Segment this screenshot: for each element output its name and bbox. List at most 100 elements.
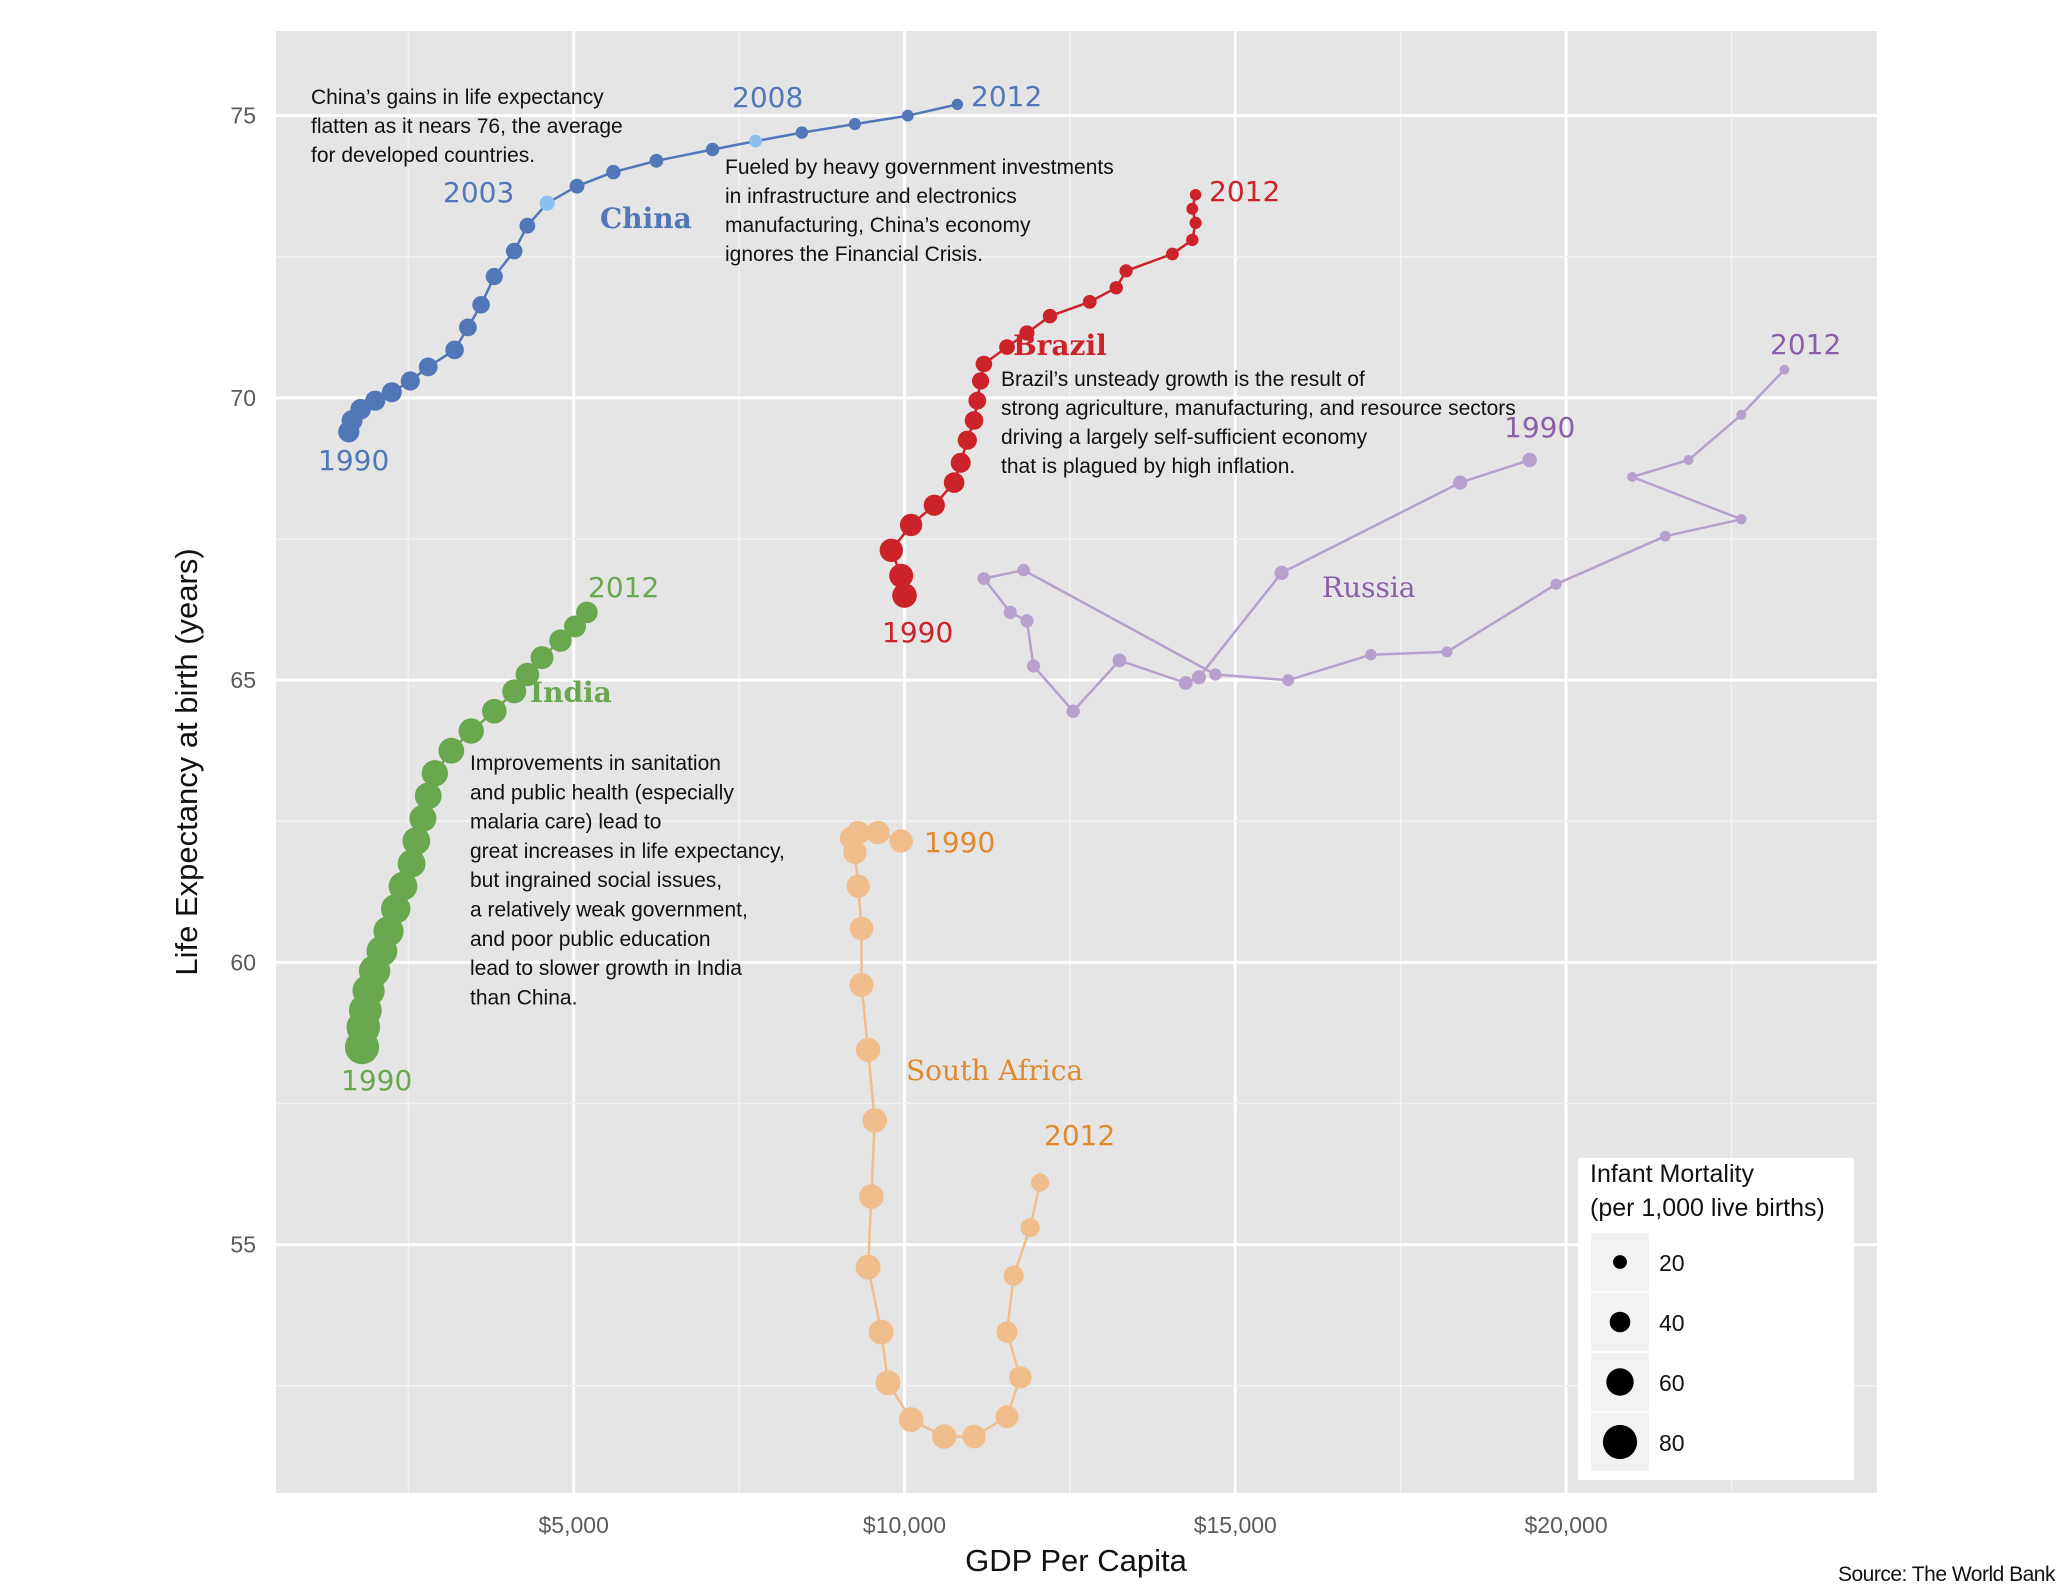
data-point: [996, 1321, 1018, 1343]
india-annotation-line: and public health (especially: [470, 781, 734, 804]
india-annotation-line: lead to slower growth in India: [470, 957, 742, 980]
data-point: [397, 849, 426, 878]
data-point: [402, 827, 431, 855]
data-point: [1109, 281, 1123, 295]
data-point: [977, 572, 991, 585]
year-label: 2012: [971, 80, 1042, 113]
y-tick-label: 75: [230, 103, 256, 129]
brazil-annotation-line: that is plagued by high inflation.: [1001, 455, 1295, 478]
data-point: [414, 782, 442, 810]
data-point: [1019, 325, 1035, 341]
data-point: [951, 98, 964, 111]
y-tick-label: 70: [230, 385, 256, 411]
y-axis-title: Life Expectancy at birth (years): [169, 548, 204, 975]
x-axis-title: GDP Per Capita: [965, 1543, 1187, 1578]
data-point: [502, 679, 527, 704]
year-label: 1990: [318, 444, 389, 477]
annotations: China’s gains in life expectancy flatten …: [311, 86, 1516, 1009]
data-point: [749, 134, 762, 148]
india-annotation-line: than China.: [470, 986, 577, 1009]
data-point: [892, 583, 917, 608]
series-layer: [338, 98, 1790, 1449]
year-label: 1990: [1504, 411, 1575, 444]
data-point: [458, 718, 484, 744]
series-title: Russia: [1322, 571, 1416, 604]
legend-key: [1609, 1311, 1631, 1333]
data-point: [855, 1037, 881, 1063]
data-point: [530, 646, 554, 670]
legend-key: [1602, 1424, 1638, 1460]
data-point: [388, 871, 418, 901]
data-point: [999, 339, 1015, 355]
data-point: [705, 142, 720, 157]
data-point: [1365, 649, 1377, 661]
data-point: [889, 829, 913, 853]
china-economy-annotation-line: in infrastructure and electronics: [725, 185, 1017, 208]
data-point: [1009, 1366, 1032, 1389]
data-point: [875, 1370, 901, 1396]
data-point: [606, 164, 621, 180]
india-annotation-line: great increases in life expectancy,: [470, 840, 785, 863]
legend-label: 60: [1659, 1370, 1685, 1396]
data-point: [957, 430, 977, 450]
data-point: [1189, 189, 1202, 201]
data-point: [964, 411, 984, 430]
data-point: [519, 217, 536, 234]
data-point: [995, 1405, 1019, 1429]
data-point: [968, 391, 987, 410]
data-point: [365, 390, 386, 411]
data-point: [1779, 364, 1790, 375]
data-point: [569, 178, 585, 194]
data-point: [923, 494, 945, 516]
data-point: [445, 340, 464, 360]
data-point: [1736, 514, 1747, 525]
data-point: [943, 472, 965, 493]
data-point: [859, 1184, 884, 1209]
data-point: [846, 874, 870, 898]
year-labels: 1990 2003 2008 2012 China 1990 2012 India 1990 20…: [318, 80, 1841, 1152]
data-point: [898, 1407, 924, 1432]
data-point: [1082, 295, 1097, 309]
legend-label: 40: [1659, 1310, 1685, 1336]
data-point: [1186, 202, 1199, 215]
data-point: [1441, 646, 1453, 658]
legend-label: 80: [1659, 1430, 1685, 1456]
data-point: [649, 153, 664, 168]
series-title: China: [600, 202, 692, 235]
year-label: 1990: [924, 826, 995, 859]
data-point: [950, 452, 971, 473]
brazil-annotation-line: strong agriculture, manufacturing, and r…: [1001, 397, 1516, 420]
data-point: [1453, 475, 1468, 490]
brazil-annotation-line: Brazil’s unsteady growth is the result o…: [1001, 368, 1365, 391]
legend-label: 20: [1659, 1250, 1685, 1276]
data-point: [1026, 659, 1041, 673]
data-point: [975, 355, 993, 373]
data-point: [515, 662, 540, 687]
data-point: [849, 973, 874, 997]
china-annotation-line: for developed countries.: [311, 144, 535, 167]
data-point: [1522, 452, 1537, 468]
source-note: Source: The World Bank: [1838, 1563, 2056, 1586]
data-point: [901, 109, 914, 122]
data-point: [400, 371, 420, 391]
data-point: [932, 1424, 957, 1449]
series-india: [344, 601, 598, 1065]
data-point: [505, 242, 523, 260]
data-point: [576, 601, 598, 624]
data-point: [848, 118, 862, 131]
series-title: Brazil: [1013, 329, 1107, 362]
india-annotation-line: and poor public education: [470, 928, 711, 951]
data-point: [421, 760, 448, 787]
data-point: [879, 538, 903, 562]
china-economy-annotation-line: manufacturing, China’s economy: [725, 214, 1031, 237]
x-tick-label: $15,000: [1194, 1512, 1277, 1538]
year-label: 2012: [1044, 1119, 1115, 1152]
series-title: India: [530, 676, 612, 709]
data-point: [862, 1108, 887, 1133]
data-point: [1066, 704, 1080, 718]
china-annotation-line: flatten as it nears 76, the average: [311, 115, 623, 138]
data-point: [1031, 1173, 1050, 1192]
data-point: [539, 195, 555, 211]
data-point: [972, 372, 990, 390]
